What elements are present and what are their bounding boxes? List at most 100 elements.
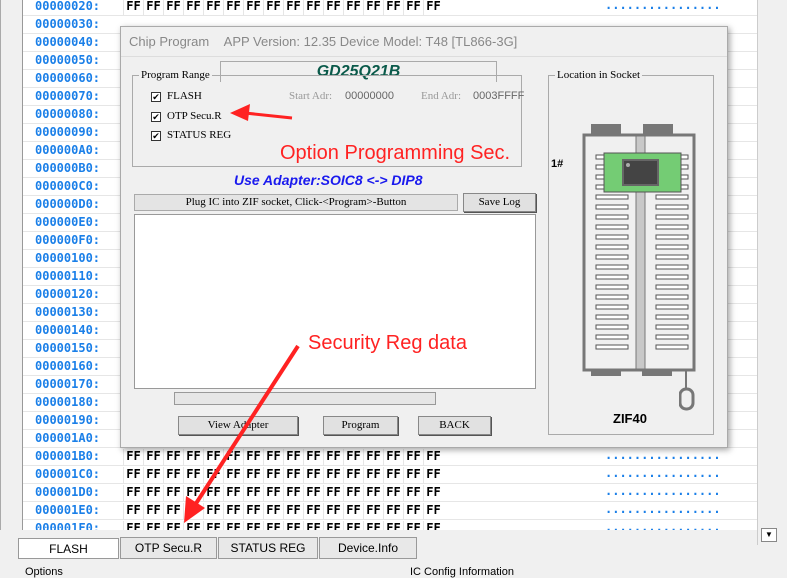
hex-byte[interactable]: FF [403, 0, 423, 16]
hex-byte[interactable]: FF [223, 467, 243, 484]
log-area[interactable] [134, 214, 536, 389]
hex-byte[interactable]: FF [343, 467, 363, 484]
hex-byte[interactable]: FF [323, 503, 343, 520]
hex-byte[interactable]: FF [183, 485, 203, 502]
hex-byte[interactable]: FF [183, 467, 203, 484]
hex-byte[interactable]: FF [223, 485, 243, 502]
hex-byte[interactable]: FF [163, 0, 183, 16]
tab-otp-secu-r[interactable]: OTP Secu.R [120, 537, 217, 559]
hex-byte[interactable]: FF [383, 0, 403, 16]
flash-checkbox[interactable]: ✔ FLASH [151, 90, 202, 102]
hex-byte[interactable]: FF [323, 485, 343, 502]
hex-byte[interactable]: FF [283, 467, 303, 484]
hex-byte[interactable]: FF [163, 449, 183, 466]
hex-byte[interactable]: FF [143, 485, 163, 502]
tab-flash[interactable]: FLASH [18, 538, 119, 559]
hex-byte[interactable]: FF [383, 503, 403, 520]
hex-byte[interactable]: FF [203, 0, 223, 16]
hex-byte[interactable]: FF [283, 449, 303, 466]
hex-byte[interactable]: FF [223, 521, 243, 530]
hex-byte[interactable]: FF [203, 503, 223, 520]
hex-byte[interactable]: FF [163, 503, 183, 520]
otp-secu-r-checkbox[interactable]: ✔ OTP Secu.R [151, 110, 222, 122]
hex-byte[interactable]: FF [263, 467, 283, 484]
hex-byte[interactable]: FF [403, 485, 423, 502]
hex-byte[interactable]: FF [263, 0, 283, 16]
hex-byte[interactable]: FF [403, 521, 423, 530]
hex-byte[interactable]: FF [263, 521, 283, 530]
hex-byte[interactable]: FF [423, 503, 443, 520]
hex-byte[interactable]: FF [143, 0, 163, 16]
hex-byte[interactable]: FF [423, 467, 443, 484]
hex-byte[interactable]: FF [203, 521, 223, 530]
view-adapter-button[interactable]: View Adapter [178, 416, 298, 435]
hex-byte[interactable]: FF [343, 449, 363, 466]
hex-byte[interactable]: FF [183, 449, 203, 466]
hex-byte[interactable]: FF [283, 503, 303, 520]
hex-byte[interactable]: FF [243, 503, 263, 520]
hex-byte[interactable]: FF [343, 0, 363, 16]
hex-byte[interactable]: FF [203, 467, 223, 484]
hex-byte[interactable]: FF [323, 449, 343, 466]
hex-byte[interactable]: FF [243, 485, 263, 502]
hex-byte[interactable]: FF [143, 449, 163, 466]
hex-byte[interactable]: FF [243, 0, 263, 16]
hex-byte[interactable]: FF [303, 467, 323, 484]
hex-byte[interactable]: FF [363, 485, 383, 502]
hex-byte[interactable]: FF [383, 521, 403, 530]
hex-byte[interactable]: FF [343, 503, 363, 520]
tab-status-reg[interactable]: STATUS REG [218, 537, 318, 559]
hex-byte[interactable]: FF [363, 467, 383, 484]
hex-byte[interactable]: FF [303, 521, 323, 530]
hex-byte[interactable]: FF [163, 521, 183, 530]
hex-byte[interactable]: FF [423, 521, 443, 530]
hex-byte[interactable]: FF [403, 503, 423, 520]
hex-byte[interactable]: FF [223, 449, 243, 466]
hex-byte[interactable]: FF [363, 0, 383, 16]
hex-byte[interactable]: FF [123, 467, 143, 484]
hex-byte[interactable]: FF [363, 449, 383, 466]
hex-byte[interactable]: FF [283, 485, 303, 502]
hex-byte[interactable]: FF [183, 0, 203, 16]
hex-byte[interactable]: FF [343, 521, 363, 530]
hex-byte[interactable]: FF [303, 0, 323, 16]
hex-byte[interactable]: FF [243, 449, 263, 466]
hex-byte[interactable]: FF [303, 449, 323, 466]
hex-byte[interactable]: FF [123, 449, 143, 466]
hex-byte[interactable]: FF [123, 503, 143, 520]
hex-byte[interactable]: FF [423, 449, 443, 466]
hex-byte[interactable]: FF [263, 449, 283, 466]
hex-byte[interactable]: FF [323, 521, 343, 530]
hex-byte[interactable]: FF [143, 467, 163, 484]
hex-byte[interactable]: FF [183, 521, 203, 530]
status-reg-checkbox[interactable]: ✔ STATUS REG [151, 129, 232, 141]
hex-byte[interactable]: FF [183, 503, 203, 520]
hex-byte[interactable]: FF [403, 467, 423, 484]
hex-byte[interactable]: FF [163, 485, 183, 502]
hex-byte[interactable]: FF [203, 485, 223, 502]
hex-byte[interactable]: FF [243, 521, 263, 530]
hex-byte[interactable]: FF [203, 449, 223, 466]
back-button[interactable]: BACK [418, 416, 491, 435]
hex-byte[interactable]: FF [123, 0, 143, 16]
hex-byte[interactable]: FF [403, 449, 423, 466]
hex-byte[interactable]: FF [383, 467, 403, 484]
hex-byte[interactable]: FF [423, 0, 443, 16]
save-log-button[interactable]: Save Log [463, 193, 536, 212]
hex-byte[interactable]: FF [263, 503, 283, 520]
scroll-down-button[interactable]: ▼ [761, 528, 777, 542]
hex-byte[interactable]: FF [363, 503, 383, 520]
tab-device-info[interactable]: Device.Info [319, 537, 417, 559]
program-button[interactable]: Program [323, 416, 398, 435]
hex-byte[interactable]: FF [303, 503, 323, 520]
hex-byte[interactable]: FF [383, 485, 403, 502]
hex-byte[interactable]: FF [263, 485, 283, 502]
hex-byte[interactable]: FF [323, 467, 343, 484]
hex-byte[interactable]: FF [323, 0, 343, 16]
hex-byte[interactable]: FF [343, 485, 363, 502]
hex-byte[interactable]: FF [123, 521, 143, 530]
hex-byte[interactable]: FF [163, 467, 183, 484]
hex-byte[interactable]: FF [143, 521, 163, 530]
hex-byte[interactable]: FF [283, 521, 303, 530]
hex-byte[interactable]: FF [143, 503, 163, 520]
